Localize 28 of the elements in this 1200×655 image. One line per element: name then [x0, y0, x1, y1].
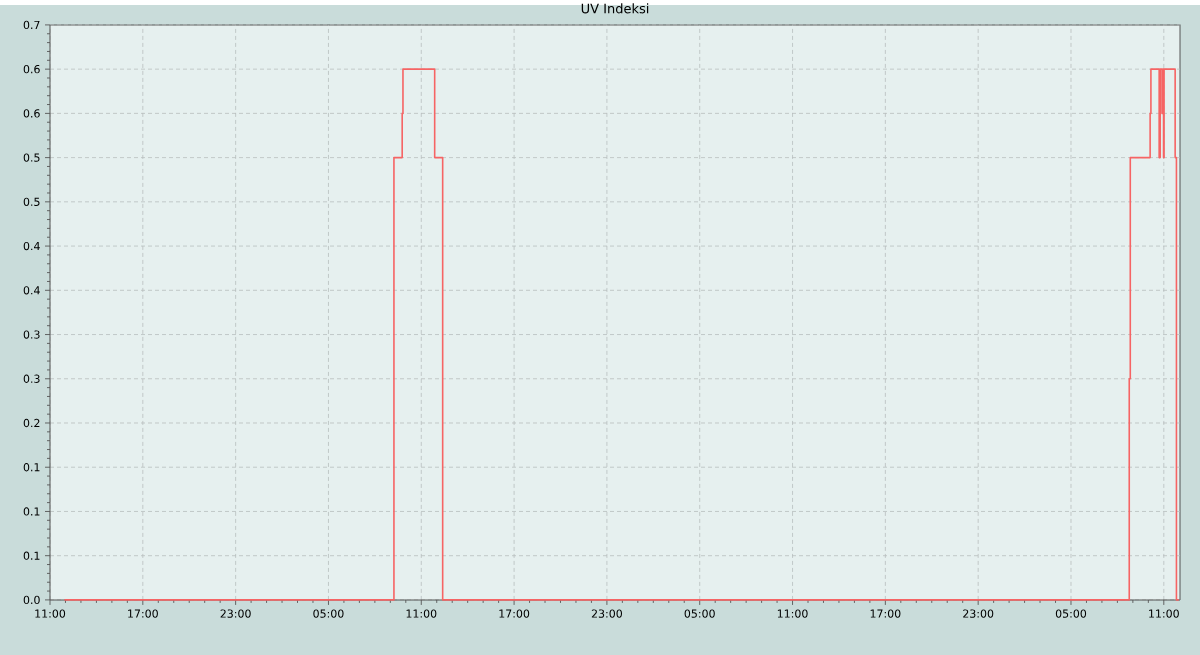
- x-tick-label: 11:00: [406, 609, 437, 618]
- y-tick-label: 0.1: [23, 551, 40, 560]
- y-tick-label: 0.1: [23, 463, 40, 472]
- y-tick-label: 0.2: [23, 418, 40, 428]
- x-tick-label: 17:00: [499, 609, 530, 618]
- y-tick-label: 0.3: [23, 330, 40, 339]
- x-tick-label: 05:00: [684, 609, 715, 618]
- chart-title: UV Indeksi: [581, 3, 649, 14]
- x-tick-label: 17:00: [870, 609, 901, 618]
- y-tick-label: 0.0: [23, 595, 40, 605]
- y-tick-label: 0.5: [23, 197, 40, 207]
- x-tick-label: 17:00: [128, 609, 158, 618]
- x-tick-label: 23:00: [963, 609, 994, 618]
- y-tick-label: 0.6: [23, 109, 40, 118]
- x-tick-label: 05:00: [313, 609, 344, 618]
- y-tick-label: 0.1: [23, 507, 40, 516]
- y-tick-label: 0.4: [23, 286, 40, 295]
- y-tick-label: 0.7: [23, 20, 40, 30]
- y-tick-label: 0.4: [23, 241, 40, 251]
- x-tick-label: 11:00: [777, 609, 808, 618]
- x-tick-label: 05:00: [1055, 609, 1087, 618]
- x-tick-label: 11:00: [1149, 609, 1179, 618]
- y-tick-label: 0.5: [23, 153, 40, 162]
- x-tick-label: 23:00: [220, 609, 251, 618]
- x-tick-label: 23:00: [591, 609, 622, 618]
- y-tick-label: 0.3: [23, 374, 40, 383]
- y-tick-label: 0.6: [23, 65, 40, 74]
- x-tick-label: 11:00: [35, 609, 66, 618]
